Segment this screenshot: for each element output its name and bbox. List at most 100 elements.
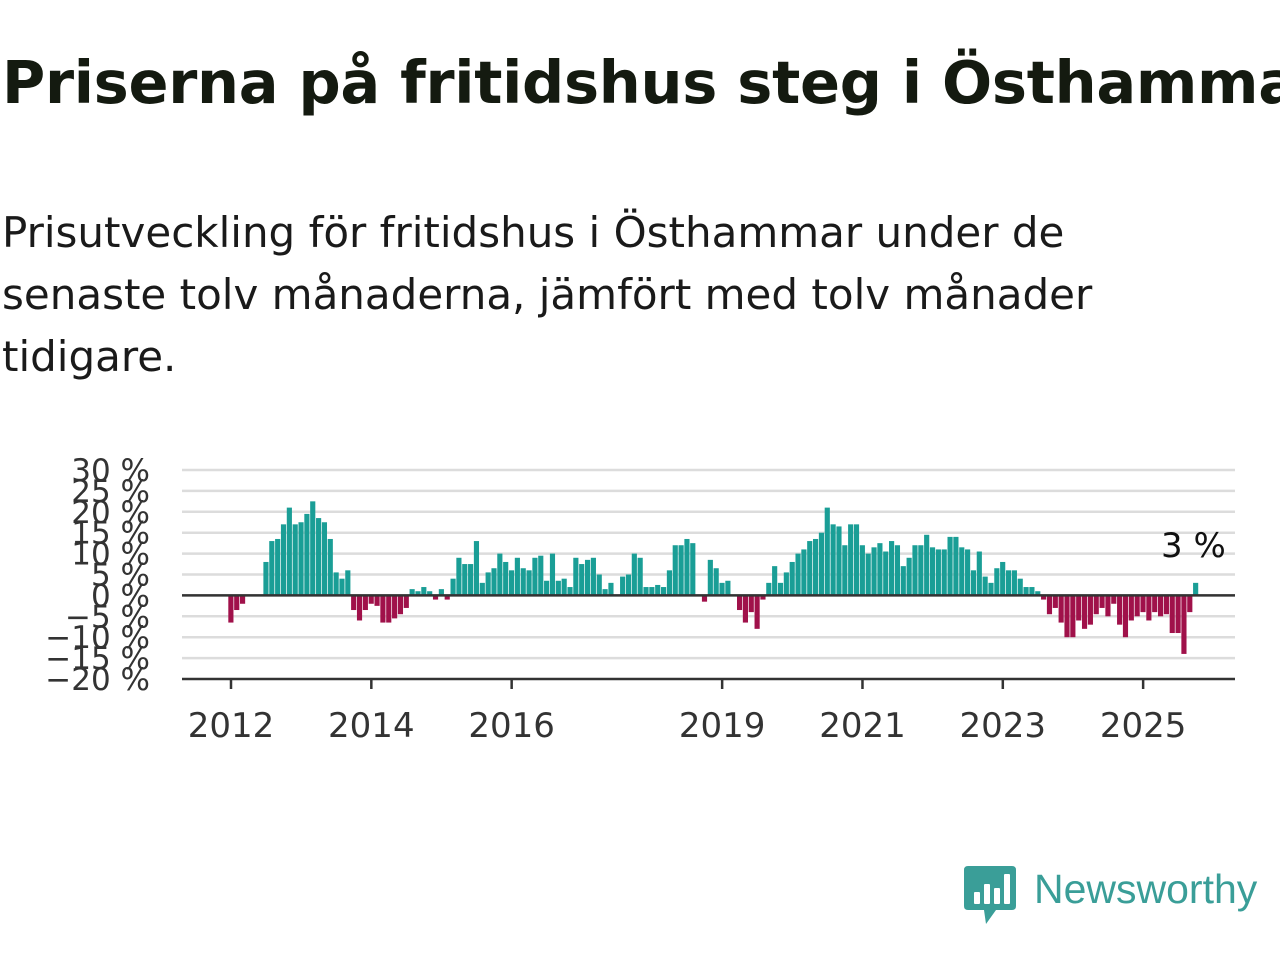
bar — [485, 572, 491, 596]
newsworthy-logo: Newsworthy — [964, 864, 1274, 928]
y-tick-label: −10 % — [45, 620, 150, 656]
bar — [438, 589, 444, 596]
x-tick-label: 2019 — [679, 706, 766, 746]
bar — [427, 591, 433, 596]
y-tick-label: 10 % — [71, 537, 150, 573]
bar — [596, 574, 602, 596]
y-tick-label: −15 % — [45, 641, 150, 677]
bar — [386, 595, 392, 623]
bar — [380, 595, 386, 623]
bar — [345, 570, 351, 596]
bar — [573, 557, 579, 596]
bar — [351, 595, 357, 611]
y-tick-label: 0 % — [91, 578, 150, 614]
bar — [836, 526, 842, 596]
bar — [520, 568, 526, 596]
bar — [286, 507, 292, 596]
bar — [316, 518, 322, 596]
bar — [918, 545, 924, 596]
bar — [807, 541, 813, 596]
bar — [544, 580, 550, 596]
bar — [1117, 595, 1123, 625]
bar — [1035, 591, 1041, 596]
bar — [584, 559, 591, 596]
bar — [549, 553, 556, 596]
y-tick-label: 25 % — [71, 474, 150, 510]
bar — [392, 595, 398, 619]
bar — [772, 566, 778, 596]
bar — [660, 587, 667, 596]
bar — [1111, 595, 1117, 604]
bar — [491, 568, 497, 596]
bar — [965, 549, 971, 596]
bar — [1081, 595, 1088, 629]
bar — [678, 545, 684, 596]
chart-title: Priserna på fritidshus steg i Östhammar — [2, 48, 1280, 117]
bar — [824, 507, 830, 596]
y-tick-label: 30 % — [71, 453, 150, 489]
bar — [666, 570, 672, 596]
bar — [526, 570, 532, 596]
bar — [818, 532, 825, 596]
bar — [1029, 587, 1035, 596]
bar — [468, 564, 474, 596]
bar — [848, 524, 854, 596]
bar — [450, 578, 456, 596]
bar — [801, 549, 807, 596]
chart-subtitle: Prisutveckling för fritidshus i Östhamma… — [2, 208, 1093, 381]
bar — [421, 587, 427, 596]
bar — [567, 587, 573, 596]
newsworthy-logo-icon — [964, 866, 1016, 924]
bar — [620, 576, 626, 596]
bar — [707, 559, 713, 596]
bar — [1152, 595, 1158, 613]
bar — [362, 595, 368, 611]
bar — [1005, 570, 1012, 596]
bar — [701, 595, 708, 602]
bar — [602, 589, 608, 596]
bar — [561, 578, 567, 596]
bar — [339, 578, 345, 596]
bar — [415, 591, 421, 596]
bar — [655, 584, 661, 596]
bar — [310, 501, 316, 596]
y-tick-label: 20 % — [71, 495, 150, 531]
bar — [1052, 595, 1058, 608]
bar — [865, 553, 871, 596]
bar — [883, 551, 889, 596]
bar — [368, 595, 374, 604]
bar — [947, 536, 953, 596]
bar — [853, 524, 860, 596]
bar — [234, 595, 240, 611]
bar — [1157, 595, 1164, 617]
bar — [444, 595, 450, 600]
bar — [298, 522, 304, 596]
bar — [777, 582, 784, 596]
bar — [321, 522, 328, 596]
bar — [555, 580, 561, 596]
bar — [795, 553, 801, 596]
bar — [269, 541, 275, 596]
bar — [906, 557, 912, 596]
y-tick-label: −5 % — [65, 599, 150, 635]
bar — [789, 561, 795, 596]
bar — [929, 547, 936, 596]
bar — [1187, 595, 1193, 613]
bar — [970, 570, 977, 596]
bar — [982, 576, 988, 596]
bar — [988, 582, 994, 596]
bar — [403, 595, 409, 608]
bar — [994, 568, 1000, 596]
bar — [1087, 595, 1093, 625]
x-tick-label: 2023 — [960, 706, 1047, 746]
bar — [1193, 582, 1199, 596]
bar — [1041, 595, 1047, 600]
bar — [356, 595, 363, 621]
bar — [760, 595, 766, 600]
bar — [304, 513, 310, 596]
bar — [1017, 578, 1023, 596]
bar — [737, 595, 743, 611]
bar — [842, 545, 848, 596]
bar — [1058, 595, 1064, 623]
bar — [690, 543, 696, 596]
